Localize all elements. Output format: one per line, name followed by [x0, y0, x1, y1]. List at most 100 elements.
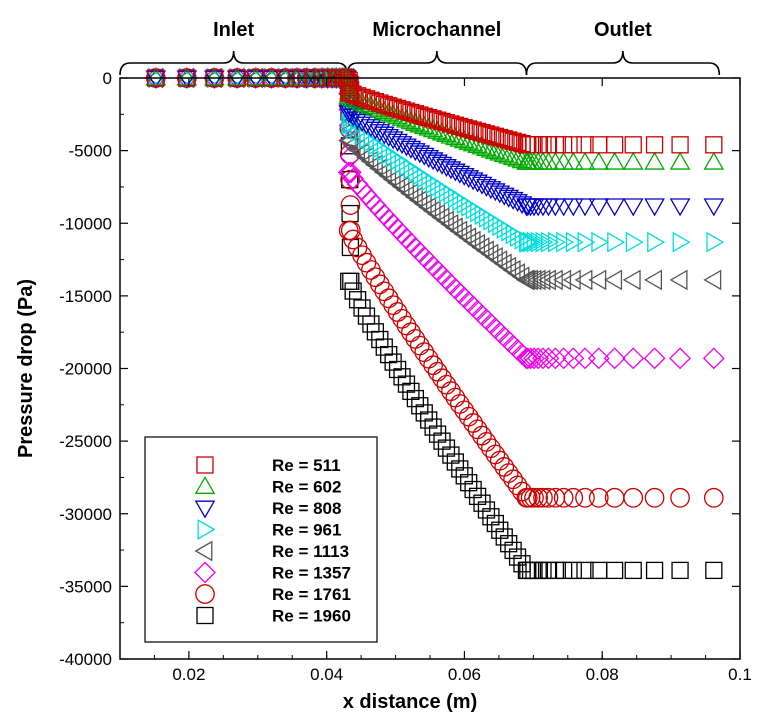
data-point: [388, 99, 407, 118]
data-point: [498, 145, 519, 164]
data-point: [340, 195, 361, 215]
legend-marker: [194, 475, 216, 494]
data-point: [408, 241, 431, 264]
data-point: [420, 108, 438, 127]
region-brace: [119, 50, 349, 76]
data-point: [473, 124, 491, 142]
legend-marker: [196, 606, 214, 625]
data-point: [511, 196, 533, 215]
data-point: [671, 136, 689, 154]
data-point: [491, 128, 509, 147]
data-point: [417, 250, 440, 273]
data-point: [374, 281, 395, 302]
data-point: [471, 136, 493, 155]
data-point: [360, 150, 379, 172]
data-point: [563, 487, 584, 508]
data-point: [485, 141, 506, 160]
data-point: [340, 169, 360, 190]
data-point: [644, 198, 665, 217]
data-point: [275, 70, 296, 89]
data-point: [400, 183, 419, 204]
data-point: [588, 198, 610, 217]
y-tick-label: -30000: [59, 505, 112, 524]
data-point: [604, 198, 625, 217]
legend-label: Re = 1960: [272, 607, 351, 626]
data-point: [574, 347, 596, 370]
data-point: [413, 193, 432, 215]
y-tick-label: -10000: [59, 214, 112, 233]
legend-marker: [194, 500, 216, 519]
data-point: [445, 127, 466, 146]
x-tick-label: 0.08: [586, 665, 619, 684]
data-point: [364, 154, 383, 176]
data-point: [519, 347, 542, 370]
data-point: [402, 103, 420, 122]
data-point: [449, 394, 470, 414]
data-point: [226, 70, 248, 89]
legend-marker: [195, 584, 215, 604]
data-point: [445, 387, 466, 408]
data-point: [607, 231, 626, 253]
data-point: [554, 561, 573, 580]
data-point: [369, 158, 388, 179]
data-point: [564, 136, 582, 154]
data-point: [391, 176, 410, 197]
data-point: [576, 561, 594, 580]
series-511: [147, 69, 723, 154]
data-point: [605, 136, 624, 154]
data-point: [574, 198, 596, 217]
data-point: [383, 295, 403, 316]
data-point: [622, 151, 644, 170]
data-point: [577, 231, 596, 253]
data-point: [454, 400, 475, 421]
data-point: [532, 269, 551, 291]
data-point: [423, 355, 443, 376]
x-tick-label: 0.1: [728, 665, 752, 684]
data-point: [669, 151, 691, 170]
data-point: [378, 288, 399, 309]
region-label: Microchannel: [372, 19, 501, 41]
data-point: [528, 487, 549, 508]
data-point: [486, 514, 504, 533]
data-point: [647, 231, 666, 253]
data-point: [275, 67, 296, 86]
series-602: [145, 67, 725, 170]
data-point: [604, 269, 623, 291]
data-point: [366, 93, 385, 111]
data-point: [556, 231, 575, 253]
data-point: [544, 269, 563, 291]
data-point: [705, 136, 723, 154]
data-point: [645, 136, 664, 154]
region-brace: [346, 50, 528, 76]
data-point: [204, 70, 225, 89]
data-point: [669, 347, 691, 370]
data-point: [415, 107, 433, 125]
data-point: [504, 541, 522, 560]
data-point: [605, 561, 624, 580]
data-point: [670, 487, 690, 508]
data-point: [431, 207, 450, 228]
data-point: [404, 186, 423, 208]
data-point: [624, 561, 642, 580]
data-point: [468, 487, 487, 506]
data-point: [350, 121, 369, 143]
data-point: [535, 231, 554, 253]
data-point: [362, 91, 380, 109]
data-point: [365, 267, 386, 288]
data-point: [486, 127, 504, 145]
data-point: [392, 308, 412, 329]
data-point: [532, 347, 554, 370]
data-point: [576, 136, 594, 154]
data-point: [406, 389, 425, 408]
data-point: [460, 474, 478, 492]
data-point: [672, 231, 691, 253]
data-point: [449, 128, 471, 147]
y-tick-label: -35000: [59, 577, 112, 596]
data-point: [347, 90, 368, 109]
data-point: [516, 487, 537, 508]
data-point: [464, 480, 482, 499]
data-point: [575, 487, 595, 508]
data-point: [507, 148, 528, 167]
data-point: [553, 269, 572, 291]
data-point: [341, 204, 359, 223]
